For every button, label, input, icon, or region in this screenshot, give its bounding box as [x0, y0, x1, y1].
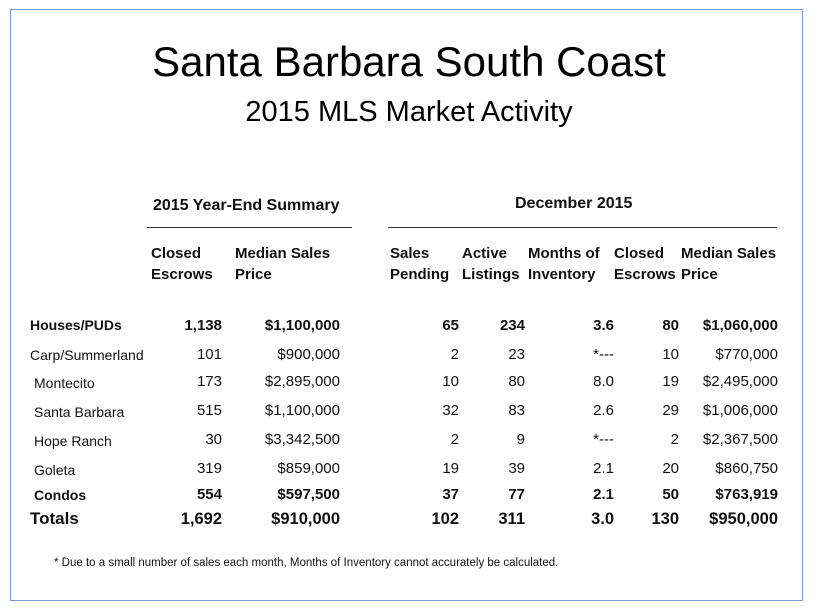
header-sales-pending: Sales Pending	[390, 243, 449, 285]
december-rule	[388, 227, 777, 228]
cell-dec-closed: 29	[662, 402, 679, 419]
cell-months: 2.6	[593, 402, 614, 419]
row-label: Montecito	[34, 375, 95, 391]
cell-months: 8.0	[593, 373, 614, 390]
year-end-section-title: 2015 Year-End Summary	[153, 197, 340, 214]
cell-active: 77	[508, 486, 525, 503]
header-line: Escrows	[614, 266, 676, 283]
row-label: Carp/Summerland	[30, 347, 144, 363]
header-line: Price	[235, 266, 272, 283]
row-label: Houses/PUDs	[30, 317, 122, 333]
header-line: Price	[681, 266, 718, 283]
cell-dec-median: $770,000	[715, 346, 778, 363]
header-line: Sales	[390, 245, 430, 262]
header-line: Inventory	[528, 266, 596, 283]
header-median-price: Median Sales Price	[235, 243, 330, 285]
cell-dec-closed: 20	[662, 460, 679, 477]
cell-median: $1,100,000	[264, 317, 340, 334]
slide-title: Santa Barbara South Coast	[152, 38, 666, 85]
cell-pending: 102	[431, 510, 459, 528]
header-line: Pending	[390, 266, 450, 283]
cell-closed: 319	[196, 460, 222, 477]
cell-dec-closed: 19	[662, 373, 679, 390]
header-line: Median Sales	[235, 245, 331, 262]
cell-dec-median: $763,919	[715, 486, 778, 503]
cell-closed: 173	[196, 373, 222, 390]
cell-closed: 30	[205, 431, 222, 448]
cell-pending: 2	[450, 346, 459, 363]
cell-median: $1,100,000	[264, 402, 340, 419]
cell-pending: 32	[442, 402, 459, 419]
header-line: Listings	[462, 266, 520, 283]
cell-closed: 1,138	[184, 317, 222, 334]
header-line: Closed	[614, 245, 665, 262]
cell-closed: 1,692	[180, 510, 222, 528]
cell-dec-median: $2,367,500	[702, 431, 778, 448]
footnote: * Due to a small number of sales each mo…	[54, 557, 559, 569]
cell-pending: 65	[442, 317, 459, 334]
cell-active: 234	[499, 317, 525, 334]
cell-active: 311	[498, 510, 525, 528]
header-dec-median-price: Median Sales Price	[681, 243, 776, 285]
cell-closed: 554	[196, 486, 222, 503]
cell-pending: 19	[442, 460, 459, 477]
cell-median: $910,000	[271, 510, 340, 528]
cell-closed: 515	[196, 402, 222, 419]
header-dec-closed-escrows: Closed Escrows	[614, 243, 676, 285]
row-label: Condos	[34, 487, 87, 503]
year-end-rule	[147, 227, 352, 228]
cell-dec-median: $1,006,000	[702, 402, 778, 419]
cell-dec-closed: 2	[670, 431, 679, 448]
header-line: Escrows	[151, 266, 213, 283]
cell-pending: 2	[450, 431, 459, 448]
slide-subtitle: 2015 MLS Market Activity	[245, 96, 573, 128]
cell-dec-closed: 130	[651, 510, 679, 528]
header-months-inventory: Months of Inventory	[528, 243, 600, 285]
cell-months: 2.1	[593, 460, 614, 477]
cell-dec-median: $1,060,000	[702, 317, 778, 334]
cell-dec-closed: 10	[662, 346, 679, 363]
cell-closed: 101	[196, 346, 222, 363]
header-line: Closed	[151, 245, 202, 262]
cell-active: 23	[508, 346, 525, 363]
cell-dec-median: $950,000	[709, 510, 778, 528]
cell-months: 3.6	[593, 317, 614, 334]
cell-median: $900,000	[277, 346, 340, 363]
cell-median: $2,895,000	[264, 373, 340, 390]
cell-months: 2.1	[593, 486, 614, 503]
header-line: Active	[462, 245, 508, 262]
header-closed-escrows: Closed Escrows	[151, 243, 213, 285]
slide-frame	[10, 9, 803, 601]
row-label: Hope Ranch	[34, 433, 112, 449]
december-section-title: December 2015	[515, 195, 633, 212]
cell-active: 80	[508, 373, 525, 390]
cell-dec-closed: 80	[662, 317, 679, 334]
cell-active: 9	[516, 431, 525, 448]
header-active-listings: Active Listings	[462, 243, 520, 285]
row-label: Goleta	[34, 462, 76, 478]
cell-dec-median: $2,495,000	[702, 373, 778, 390]
cell-median: $597,500	[277, 486, 340, 503]
cell-dec-median: $860,750	[715, 460, 778, 477]
cell-pending: 10	[442, 373, 459, 390]
cell-active: 83	[508, 402, 525, 419]
cell-median: $3,342,500	[264, 431, 340, 448]
cell-months: *---	[593, 346, 614, 363]
header-line: Median Sales	[681, 245, 777, 262]
cell-months: 3.0	[591, 510, 614, 528]
row-label-totals: Totals	[30, 509, 79, 528]
cell-active: 39	[508, 460, 525, 477]
row-label: Santa Barbara	[34, 404, 125, 420]
cell-pending: 37	[442, 486, 459, 503]
header-line: Months of	[528, 245, 600, 262]
cell-dec-closed: 50	[662, 486, 679, 503]
cell-months: *---	[593, 431, 614, 448]
cell-median: $859,000	[277, 460, 340, 477]
